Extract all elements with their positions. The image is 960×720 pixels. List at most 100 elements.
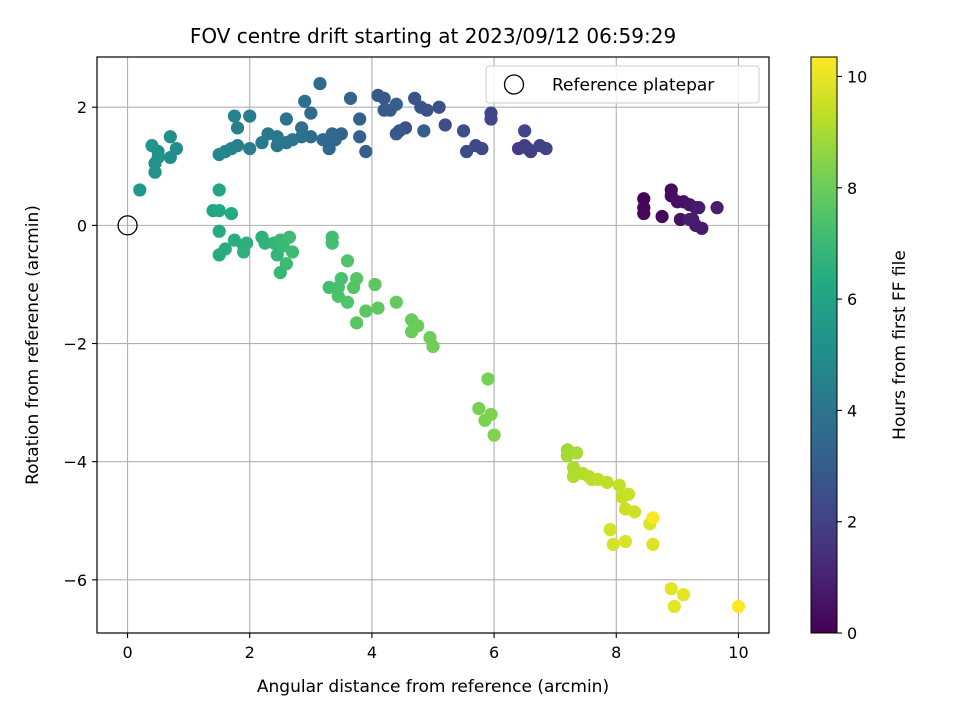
colorbar: 0 2 4 6 8 10 Hours from first FF file xyxy=(810,56,910,643)
reference-platepar-marker xyxy=(117,215,138,236)
data-point xyxy=(389,127,403,141)
y-tick-label: −2 xyxy=(63,335,87,354)
data-point xyxy=(340,295,355,309)
data-point xyxy=(237,245,251,259)
data-point xyxy=(682,212,697,227)
x-tick-label: 10 xyxy=(728,643,748,662)
data-point xyxy=(279,112,293,126)
data-point xyxy=(411,319,425,333)
data-point xyxy=(438,118,452,132)
data-point xyxy=(285,245,300,259)
data-point xyxy=(279,257,293,271)
data-point xyxy=(637,206,651,221)
data-point xyxy=(227,109,242,123)
data-point xyxy=(600,475,614,489)
data-point xyxy=(350,271,364,286)
colorbar-ticks: 0 2 4 6 8 10 xyxy=(837,67,867,643)
data-point xyxy=(667,599,681,614)
x-tick-label: 8 xyxy=(611,643,621,662)
data-point xyxy=(484,112,498,126)
data-point xyxy=(731,599,746,614)
data-point xyxy=(163,150,177,165)
data-point xyxy=(212,147,226,162)
data-point xyxy=(343,91,358,105)
data-point xyxy=(518,124,532,138)
data-point xyxy=(334,271,348,286)
data-point xyxy=(258,236,272,250)
data-point xyxy=(368,277,382,292)
data-point xyxy=(359,144,373,159)
data-point xyxy=(603,523,617,537)
data-point xyxy=(569,446,584,460)
data-point xyxy=(484,407,498,422)
y-tick-label: 2 xyxy=(77,98,87,117)
data-point xyxy=(673,212,688,227)
data-point xyxy=(304,106,318,120)
x-tick-label: 0 xyxy=(122,643,132,662)
data-point xyxy=(472,401,486,416)
data-point xyxy=(350,316,364,330)
data-point xyxy=(322,280,336,294)
data-point xyxy=(224,206,238,221)
data-point xyxy=(371,88,385,102)
y-axis-label: Rotation from reference (arcmin) xyxy=(23,205,43,485)
data-point xyxy=(340,254,355,268)
data-point xyxy=(646,537,660,551)
data-point xyxy=(325,236,339,250)
x-tick-label: 6 xyxy=(489,643,499,662)
data-point xyxy=(255,136,269,150)
data-point xyxy=(359,304,373,318)
data-point xyxy=(316,133,330,147)
data-point xyxy=(606,537,620,551)
data-point xyxy=(628,505,642,519)
data-point xyxy=(408,91,422,105)
plot-frame xyxy=(96,56,770,634)
colorbar-tick-label: 4 xyxy=(847,401,857,420)
data-point xyxy=(655,209,669,224)
data-point xyxy=(243,141,257,156)
data-point xyxy=(282,230,297,244)
data-point xyxy=(487,428,501,442)
data-point xyxy=(481,372,495,386)
data-point xyxy=(646,511,660,525)
data-point xyxy=(313,76,327,91)
data-point xyxy=(212,204,226,218)
data-point xyxy=(664,582,678,596)
data-point xyxy=(212,224,226,238)
x-tick-label: 4 xyxy=(367,643,377,662)
data-point xyxy=(695,221,709,235)
data-point xyxy=(460,144,474,159)
data-point xyxy=(212,183,226,197)
legend: Reference platepar xyxy=(485,65,760,104)
colorbar-tick-label: 6 xyxy=(847,290,857,309)
colorbar-tick-label: 2 xyxy=(847,513,857,532)
colorbar-tick-label: 8 xyxy=(847,179,857,198)
data-point xyxy=(163,130,177,144)
data-point xyxy=(353,130,367,144)
data-point xyxy=(432,100,446,114)
data-point xyxy=(353,112,367,126)
data-point xyxy=(298,94,312,108)
legend-label-reference: Reference platepar xyxy=(552,76,714,96)
data-point xyxy=(692,201,706,215)
reference-marker-layer xyxy=(117,215,138,236)
axis-ticks: 0 2 4 6 8 10 −6 −4 −2 0 2 xyxy=(63,98,748,662)
data-point xyxy=(389,295,403,309)
data-point xyxy=(417,124,431,138)
y-tick-label: −4 xyxy=(63,453,87,472)
data-point xyxy=(426,339,440,354)
data-point xyxy=(218,242,232,256)
data-point xyxy=(243,109,257,123)
data-point xyxy=(456,124,471,138)
colorbar-label: Hours from first FF file xyxy=(890,250,910,440)
data-point xyxy=(145,139,159,153)
chart-title: FOV centre drift starting at 2023/09/12 … xyxy=(190,24,676,48)
data-point xyxy=(618,534,633,549)
colorbar-tick-label: 10 xyxy=(847,67,867,86)
data-point xyxy=(148,165,162,179)
data-point xyxy=(539,141,553,156)
x-tick-label: 2 xyxy=(245,643,255,662)
data-point xyxy=(389,97,403,111)
data-point xyxy=(612,478,626,492)
data-points xyxy=(133,76,746,614)
